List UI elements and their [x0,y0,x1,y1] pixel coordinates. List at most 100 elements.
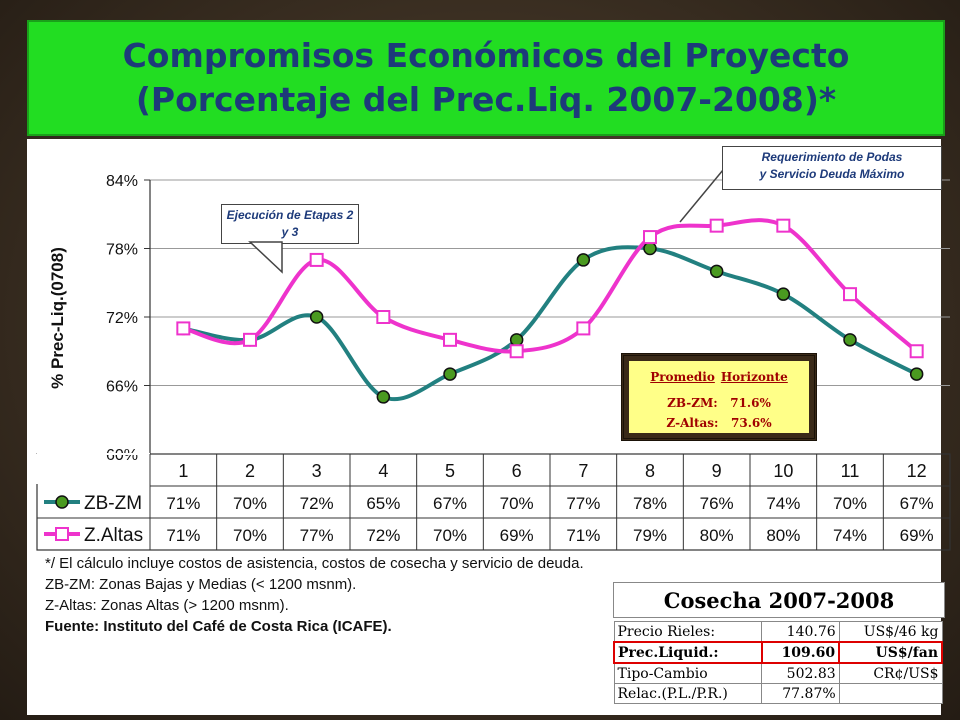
x-tick-label: 10 [773,461,793,481]
point-zb-zm [443,367,457,381]
point-zb-zm [843,333,857,347]
promedio-zb-value: 71.6% [730,396,771,410]
cosecha-value: 109.60 [760,641,841,664]
title-banner: Compromisos Económicos del Proyecto (Por… [27,20,945,136]
point-zb-zm [309,310,324,324]
y-axis-label: % Prec-Liq.(0708) [48,247,67,389]
promedio-zb-label: ZB-ZM: [667,396,718,410]
point-z-altas [909,344,924,359]
x-tick-label: 9 [712,461,722,481]
y-tick-label: 72% [106,310,138,327]
x-tick-label: 8 [645,461,655,481]
y-tick-label: 84% [106,173,138,190]
cosecha-label: Tipo-Cambio [613,662,763,684]
point-z-altas [643,230,657,245]
cosecha-label: Precio Rieles: [613,621,763,643]
x-tick-label: 6 [512,461,522,481]
data-label: 70% [500,494,534,513]
point-zb-zm [509,333,524,347]
y-tick-label: 78% [106,242,138,259]
data-label: 78% [633,494,667,513]
cosecha-title: Cosecha 2007-2008 [613,582,945,618]
data-label: 70% [433,526,467,545]
point-zb-zm [909,367,924,381]
data-label: 77% [300,526,334,545]
legend-marker-z-altas [55,527,69,541]
data-label: 70% [833,494,867,513]
data-label: 67% [900,494,934,513]
point-z-altas [843,287,857,302]
x-tick-label: 2 [245,461,255,481]
promedio-za-value: 73.6% [731,416,772,430]
point-z-altas [376,310,391,324]
cosecha-value: 77.87% [761,683,840,704]
cosecha-unit: US$/46 kg [838,621,943,643]
callout-requerimiento: Requerimiento de Podas y Servicio Deuda … [722,146,942,190]
data-label: 70% [233,494,267,513]
cosecha-unit: CR¢/US$ [838,662,943,684]
point-zb-zm [643,241,657,256]
x-tick-label: 12 [907,461,927,481]
data-label: 65% [366,494,400,513]
data-label: 71% [566,526,600,545]
data-label: 67% [433,494,467,513]
callout-ejecucion: Ejecución de Etapas 2 y 3 [221,204,359,244]
point-z-altas [509,344,524,359]
point-z-altas [176,321,191,336]
x-tick-label: 3 [312,461,322,481]
data-label: 79% [633,526,667,545]
data-label: 72% [300,494,334,513]
promedio-za-label: Z-Altas: [666,416,719,430]
promedio-header: Promedio [650,370,715,384]
data-label: 76% [700,494,734,513]
chart-title-line1: Compromisos Económicos del Proyecto [122,36,850,75]
cosecha-value: 502.83 [761,662,840,684]
callout-req-line2: y Servicio Deuda Máximo [759,167,905,181]
x-tick-label: 5 [445,461,455,481]
footnote-source: Fuente: Instituto del Café de Costa Rica… [45,618,392,635]
data-label: 74% [833,526,867,545]
point-zb-zm [376,390,391,404]
callout-ejecucion-text: Ejecución de Etapas 2 y 3 [226,208,354,239]
cosecha-label: Relac.(P.L./P.R.) [613,683,763,704]
x-tick-label: 1 [178,461,188,481]
chart-title-line2: (Porcentaje del Prec.Liq. 2007-2008)* [135,80,837,119]
data-label: 70% [233,526,267,545]
data-label: 80% [700,526,734,545]
data-label: 77% [566,494,600,513]
cosecha-unit: US$/fan [838,641,943,664]
x-tick-label: 7 [578,461,588,481]
data-label: 71% [166,494,200,513]
cosecha-row: Relac.(P.L./P.R.) 77.87% [613,683,943,704]
legend-marker-zb-zm [55,495,69,509]
cosecha-row-highlight: Prec.Liquid.: 109.60 US$/fan [613,641,943,664]
cosecha-unit [838,683,943,704]
footnotes: */ El cálculo incluye costos de asistenc… [45,553,584,637]
data-label: 72% [366,526,400,545]
point-z-altas [776,218,791,233]
promedio-box: Promedio Horizonte ZB-ZM: 71.6% Z-Altas: … [621,353,817,441]
cosecha-row: Precio Rieles: 140.76 US$/46 kg [613,621,943,643]
cosecha-row: Tipo-Cambio 502.83 CR¢/US$ [613,662,943,684]
horizonte-header: Horizonte [720,370,788,384]
point-z-altas [309,252,324,267]
point-z-altas [243,332,257,347]
footnote-1: */ El cálculo incluye costos de asistenc… [45,555,584,572]
data-label: 74% [766,494,800,513]
y-tick-label: 66% [106,379,138,396]
point-z-altas [709,218,724,233]
point-zb-zm [776,287,791,301]
footnote-2: ZB-ZM: Zonas Bajas y Medias (< 1200 msnm… [45,576,357,593]
point-zb-zm [709,264,724,279]
data-label: 80% [766,526,800,545]
x-tick-label: 11 [841,461,860,481]
cosecha-table: Precio Rieles: 140.76 US$/46 kg Prec.Liq… [613,621,943,704]
legend-label: Z.Altas [84,525,143,546]
y-tick-label: 60% [106,447,138,464]
series-line-z-altas [182,218,918,354]
footnote-3: Z-Altas: Zonas Altas (> 1200 msnm). [45,597,289,614]
point-zb-zm [576,253,591,267]
point-z-altas [576,321,591,336]
legend-label: ZB-ZM [84,493,142,514]
